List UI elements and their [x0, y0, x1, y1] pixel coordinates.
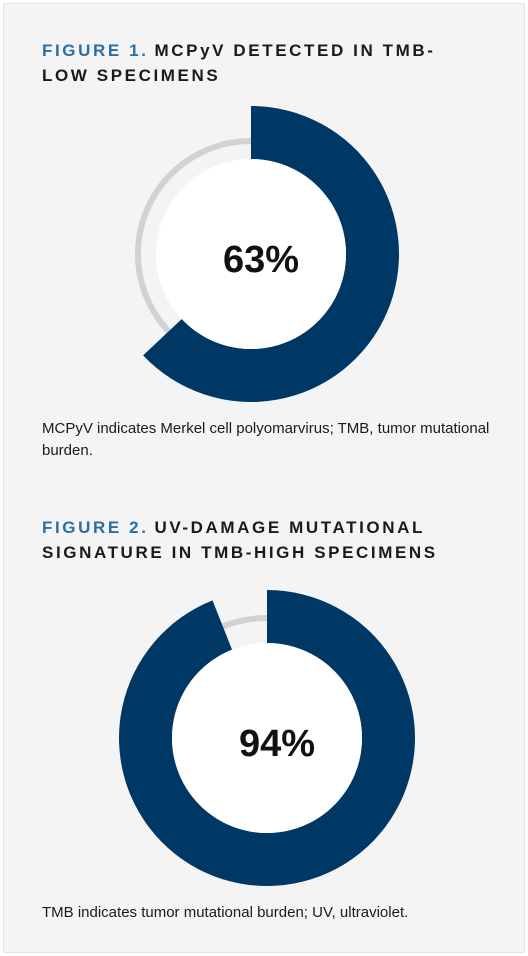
value-label: 94%: [239, 723, 315, 765]
figure-heading: MCPyV DETECTED IN TMB-LOW SPECIMENS: [42, 41, 436, 85]
figure-note: MCPyV indicates Merkel cell polyomarviru…: [42, 420, 490, 459]
donut-hole: [172, 643, 362, 833]
donut-segment: [119, 590, 416, 886]
infographic: 63% 94% FIGURE 1. MCPyV DETECTED IN TMB-LO…: [3, 3, 525, 953]
charts: 63% 94%: [119, 106, 416, 886]
figure-label: FIGURE 2.: [42, 518, 149, 537]
donut-segment: [143, 106, 400, 402]
figure-heading: UV-DAMAGE MUTATIONAL SIGNATURE IN TMB-HI…: [42, 518, 438, 562]
donut-hole: [156, 159, 346, 349]
figure-title: FIGURE 1. MCPyV DETECTED IN TMB-LOW SPECI…: [42, 38, 482, 88]
figure-note: TMB indicates tumor mutational burden; U…: [42, 904, 409, 921]
figure-title: FIGURE 2. UV-DAMAGE MUTATIONAL SIGNATURE …: [42, 515, 482, 565]
value-label: 63%: [223, 239, 299, 281]
figure-label: FIGURE 1.: [42, 41, 149, 60]
